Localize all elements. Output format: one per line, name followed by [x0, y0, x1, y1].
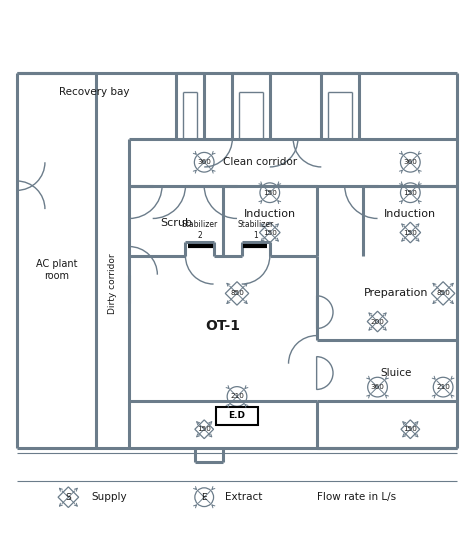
Text: Induction: Induction — [244, 209, 296, 219]
Text: AC plant
room: AC plant room — [36, 259, 77, 281]
Text: 360: 360 — [403, 159, 417, 165]
Text: 150: 150 — [263, 230, 277, 235]
Text: Induction: Induction — [384, 209, 437, 219]
Text: 150: 150 — [263, 190, 277, 195]
Text: Dirty corridor: Dirty corridor — [109, 254, 118, 314]
Text: Extract: Extract — [225, 492, 263, 502]
Text: 360: 360 — [371, 384, 384, 390]
Text: E.D: E.D — [228, 411, 246, 420]
Text: 850: 850 — [230, 291, 244, 296]
Text: 200: 200 — [371, 319, 384, 325]
Text: Stabilizer
2: Stabilizer 2 — [182, 220, 218, 240]
Text: 150: 150 — [403, 190, 417, 195]
Text: 210: 210 — [436, 384, 450, 390]
Text: 150: 150 — [403, 230, 417, 235]
Text: Sluice: Sluice — [381, 368, 412, 378]
Text: Preparation: Preparation — [364, 288, 428, 299]
Text: E: E — [201, 492, 207, 502]
Text: S: S — [65, 492, 71, 502]
Text: Stabilizer
1: Stabilizer 1 — [237, 220, 274, 240]
Text: OT-1: OT-1 — [205, 319, 240, 333]
Text: 150: 150 — [403, 426, 417, 433]
Text: Scrub: Scrub — [160, 218, 192, 228]
Text: Supply: Supply — [92, 492, 128, 502]
Text: Recovery bay: Recovery bay — [59, 87, 129, 97]
Text: 210: 210 — [230, 394, 244, 400]
Text: 360: 360 — [197, 159, 211, 165]
Bar — [216, 407, 258, 424]
Text: Clean corridor: Clean corridor — [223, 157, 298, 167]
Text: Flow rate in L/s: Flow rate in L/s — [317, 492, 396, 502]
Text: 150: 150 — [197, 426, 211, 433]
Text: 850: 850 — [436, 291, 450, 296]
